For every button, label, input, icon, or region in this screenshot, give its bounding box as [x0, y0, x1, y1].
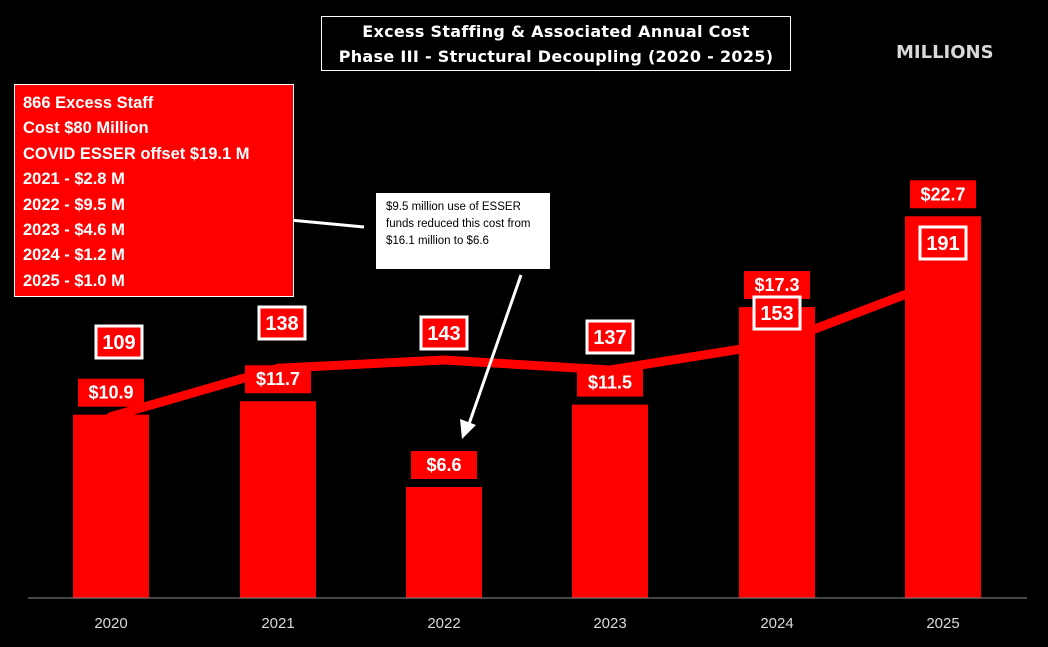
bar-label-2020: $10.9 [78, 378, 144, 407]
line-label-text: 143 [427, 323, 460, 345]
x-tick-2024: 2024 [760, 615, 793, 632]
x-tick-2020: 2020 [94, 615, 127, 632]
excess-staff-line [106, 275, 948, 422]
bar-label-bg [411, 451, 477, 480]
bar-label-text: $6.6 [426, 455, 461, 475]
arrow-down-head [460, 419, 476, 439]
line-label-text: 153 [760, 303, 793, 325]
bar-label-text: $11.5 [588, 373, 632, 393]
bar-2021 [240, 401, 316, 598]
info-line: 2024 - $1.2 M [23, 246, 125, 265]
line-label-bg [752, 295, 802, 331]
chart-title: Excess Staffing & Associated Annual Cost… [321, 16, 791, 71]
line-label-2024: 153 [752, 295, 802, 331]
bar-label-bg [245, 365, 311, 394]
line-label-2025: 191 [918, 225, 968, 261]
bar-label-text: $10.9 [88, 383, 133, 403]
esser-callout: $9.5 million use of ESSER funds reduced … [376, 193, 550, 269]
bar-2024 [739, 307, 815, 598]
line-label-2021: 138 [257, 305, 307, 341]
info-line: 866 Excess Staff [23, 94, 154, 112]
bar-2022 [406, 487, 482, 598]
line-label-text: 109 [102, 332, 135, 354]
title-line-1: Excess Staffing & Associated Annual Cost [362, 22, 750, 41]
line-label-2022: 143 [419, 315, 469, 351]
bar-label-2021: $11.7 [245, 365, 311, 394]
line-label-2023: 137 [585, 319, 635, 355]
bar-value-labels: $10.9 $11.7 $6.6 $11.5 $17.3 $22.7 [78, 180, 976, 480]
line-label-text: 137 [593, 327, 626, 349]
line-value-labels: 109 138 143 137 153 191 [94, 225, 968, 360]
bar-2020 [73, 414, 149, 598]
line-label-text: 191 [926, 233, 959, 255]
arrow-down-shaft [467, 274, 523, 425]
info-line: Cost $80 Million [23, 119, 149, 138]
bar-2023 [572, 404, 648, 598]
bar-label-text: $17.3 [754, 275, 799, 295]
info-line: 2022 - $9.5 M [23, 195, 125, 214]
x-tick-2021: 2021 [261, 615, 294, 632]
x-tick-labels: 2020 2021 2022 2023 2024 2025 [94, 615, 959, 632]
bar-label-bg [78, 378, 144, 407]
line-label-2020: 109 [94, 324, 144, 360]
units-label: MILLIONS [896, 42, 994, 63]
bar-label-text: $11.7 [256, 369, 300, 389]
x-tick-2022: 2022 [427, 615, 460, 632]
info-box: 866 Excess Staff Cost $80 Million COVID … [14, 84, 294, 297]
bar-label-bg [744, 271, 810, 300]
bars-group [73, 216, 981, 598]
bar-label-bg [910, 180, 976, 209]
info-line: 2021 - $2.8 M [23, 170, 125, 189]
line-label-bg [419, 315, 469, 351]
line-label-text: 138 [265, 313, 298, 335]
x-tick-2025: 2025 [926, 615, 959, 632]
title-line-2: Phase III - Structural Decoupling (2020 … [338, 47, 774, 66]
line-label-bg [918, 225, 968, 261]
x-tick-2023: 2023 [593, 615, 626, 632]
info-line: COVID ESSER offset $19.1 M [23, 144, 250, 163]
bar-label-2025: $22.7 [910, 180, 976, 209]
line-label-bg [94, 324, 144, 360]
bar-label-bg [577, 368, 643, 397]
bar-2025 [905, 216, 981, 598]
info-line: 2025 - $1.0 M [23, 271, 125, 290]
bar-label-text: $22.7 [920, 184, 965, 204]
line-label-bg [585, 319, 635, 355]
bar-label-2024: $17.3 [744, 271, 810, 300]
bar-label-2023: $11.5 [577, 368, 643, 397]
bar-label-2022: $6.6 [411, 451, 477, 480]
line-label-bg [257, 305, 307, 341]
info-line: 2023 - $4.6 M [23, 221, 125, 240]
